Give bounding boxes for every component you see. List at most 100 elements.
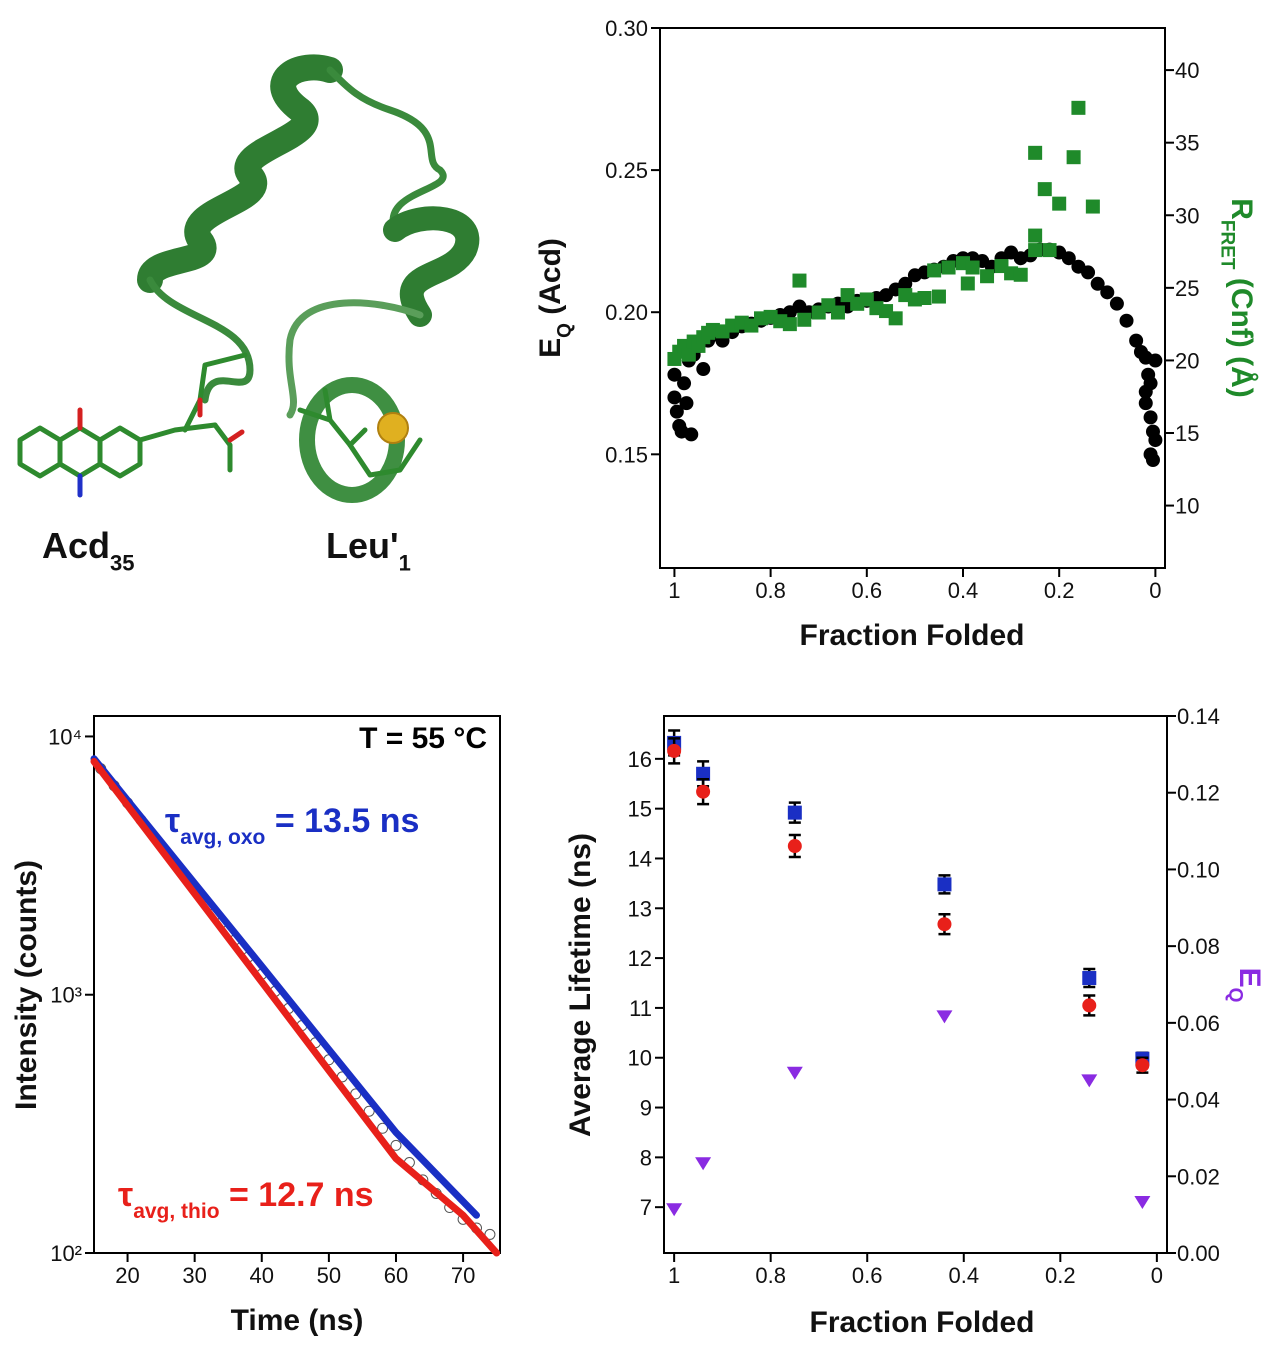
y-tick-label: 14 [628,846,652,871]
y2-tick-label: 0.00 [1177,1241,1220,1266]
triangle-marker [1134,1195,1151,1209]
x-axis-title: Fraction Folded [810,1306,1035,1339]
y2-tick-label: 0.14 [1177,704,1220,729]
fit-line [90,757,501,1257]
x-tick-label: 1 [668,578,680,603]
square-marker [937,877,952,892]
y-axis-title: EQ (Acd) [534,238,576,358]
circle-marker [696,784,711,799]
circle-marker [696,362,711,377]
text-part: = 12.7 ns [220,1176,374,1214]
leu-sticks [297,387,423,478]
x-tick-label: 40 [250,1263,274,1288]
y-tick-label: 16 [628,747,652,772]
square-marker [1028,243,1043,258]
subscript: avg, oxo [180,826,265,849]
plot-frame [93,715,501,1254]
x-tick-label: 0.6 [852,1263,883,1288]
y2-tick-label: 20 [1175,348,1199,373]
square-marker [941,260,956,275]
loop [326,66,447,234]
sulfur-atom [377,412,409,444]
data-point [377,1122,389,1134]
y2-tick-label: 25 [1175,276,1199,301]
circle-marker [937,917,952,932]
square-marker [960,276,975,291]
circle-marker [898,276,913,291]
square-marker [797,312,812,327]
x-tick-label: 70 [451,1263,475,1288]
residue-label: Leu'1 [326,525,411,576]
square-marker [792,273,807,288]
y-tick-label: 10² [50,1241,82,1266]
text-part: Time (ns) [231,1304,364,1337]
helix-ribbon [383,206,480,327]
square-marker [1028,228,1043,243]
y2-tick-label: 30 [1175,203,1199,228]
circle-marker [1081,265,1096,280]
y-tick-label: 0.20 [605,300,648,325]
subscript: avg, thio [133,1200,219,1223]
text-part: Acd [42,525,110,566]
x-tick-label: 0.2 [1045,1263,1076,1288]
square-marker [1013,267,1028,282]
plot-frame [659,27,1166,569]
triangle-marker [695,1157,712,1171]
square-marker [1037,182,1052,197]
subscript: Q [555,323,576,338]
square-marker [782,317,797,332]
x-tick-label: 0.4 [948,1263,979,1288]
circle-marker [1143,447,1158,462]
text-part: Fraction Folded [810,1306,1035,1339]
triangle-marker [936,1010,953,1024]
circle-marker [1119,313,1134,328]
subscript: 35 [110,551,134,576]
text-part: = 13.5 ns [265,802,419,840]
circle-marker [1109,296,1124,311]
data-point [390,1139,402,1151]
y2-tick-label: 0.08 [1177,934,1220,959]
x-axis-title: Time (ns) [231,1304,364,1337]
y-tick-label: 0.15 [605,442,648,467]
annotation: T = 55 °C [359,722,487,755]
loop [146,276,254,404]
y-tick-label: 0.30 [605,16,648,41]
circle-marker [1090,276,1105,291]
text-part: Leu' [326,525,399,566]
y2-axis-title: RFRET (Cnf) (Å) [1217,198,1259,398]
loop [285,299,424,419]
text-part: Fraction Folded [800,619,1025,652]
y-tick-label: 15 [628,797,652,822]
circle-marker [1061,251,1076,266]
circle-marker [1138,384,1153,399]
triangle-marker [666,1203,683,1217]
square-marker [1042,243,1057,258]
square-marker [1052,196,1067,211]
annotation: τavg, thio = 12.7 ns [118,1176,374,1223]
square-marker [830,305,845,320]
text-part: Intensity (counts) [10,860,43,1110]
text-part: (Cnf) (Å) [1225,270,1258,398]
square-marker [1066,150,1081,165]
y2-axis-title: EQ [1225,968,1267,1003]
y-tick-label: 13 [628,896,652,921]
y2-tick-label: 0.06 [1177,1011,1220,1036]
circle-marker [1129,333,1144,348]
circle-marker [1100,285,1115,300]
y-tick-label: 10³ [50,983,82,1008]
square-marker [927,263,942,278]
circle-marker [667,390,682,405]
acd-sticks [17,352,248,479]
annotation: τavg, oxo = 13.5 ns [165,802,419,849]
y-tick-label: 11 [629,996,652,1021]
text-part: T = 55 °C [359,722,487,755]
x-tick-label: 20 [115,1263,139,1288]
y-tick-label: 12 [628,946,652,971]
y2-tick-label: 0.04 [1177,1088,1220,1113]
square-marker [787,805,802,820]
y-tick-label: 9 [640,1096,652,1121]
circle-marker [679,396,694,411]
oxygen-bond [227,429,245,443]
